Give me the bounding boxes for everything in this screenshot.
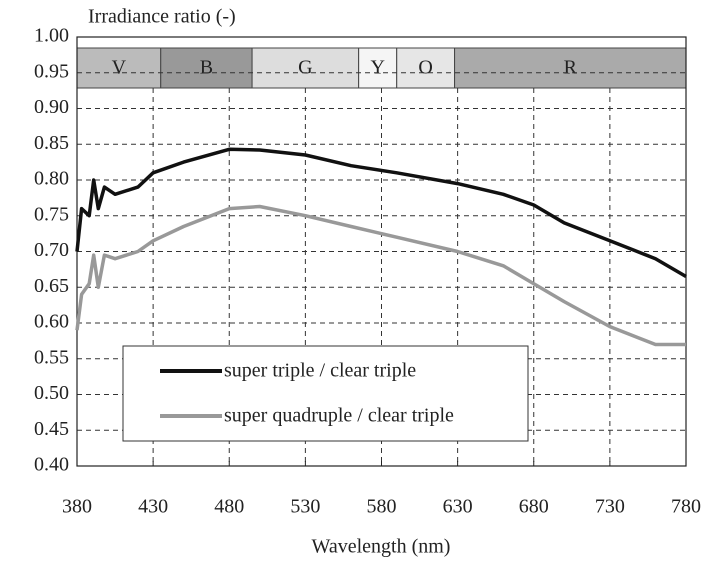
band-label: R: [564, 57, 578, 79]
band: [160, 47, 253, 89]
series-line: [75, 147, 687, 279]
x-tick-label: 480: [214, 496, 244, 518]
x-tick-label: 580: [367, 496, 397, 518]
band-label: O: [418, 57, 432, 79]
band: [454, 47, 687, 89]
y-tick-label: 0.85: [34, 132, 69, 154]
y-tick-label: 0.55: [34, 346, 69, 368]
y-tick-label: 0.45: [34, 418, 69, 440]
y-tick-label: 0.75: [34, 203, 69, 225]
series-line: [75, 204, 686, 347]
legend-label: super triple / clear triple: [224, 360, 416, 382]
x-tick-label: 680: [519, 496, 549, 518]
legend-box: [122, 345, 529, 442]
band-label: V: [112, 57, 127, 79]
band-label: G: [298, 57, 312, 79]
x-tick-label: 730: [595, 496, 625, 518]
y-tick-label: 0.60: [34, 311, 69, 333]
x-tick-label: 430: [138, 496, 168, 518]
x-tick-label: 780: [671, 496, 701, 518]
x-tick-label: 380: [62, 496, 92, 518]
x-tick-label: 530: [290, 496, 320, 518]
y-tick-label: 0.65: [34, 275, 69, 297]
legend-label: super quadruple / clear triple: [224, 405, 454, 427]
y-tick-label: 1.00: [34, 25, 69, 47]
y-tick-label: 0.70: [34, 239, 69, 261]
y-tick-label: 0.90: [34, 96, 69, 118]
band: [76, 47, 162, 89]
y-tick-label: 0.95: [34, 60, 69, 82]
band: [251, 47, 360, 89]
band-label: Y: [370, 57, 384, 79]
y-tick-label: 0.80: [34, 168, 69, 190]
x-tick-label: 630: [443, 496, 473, 518]
y-axis-title: Irradiance ratio (-): [88, 6, 236, 28]
y-tick-label: 0.40: [34, 454, 69, 476]
x-axis-title: Wavelength (nm): [312, 536, 451, 558]
y-tick-label: 0.50: [34, 382, 69, 404]
band: [396, 47, 456, 89]
band-label: B: [200, 57, 213, 79]
